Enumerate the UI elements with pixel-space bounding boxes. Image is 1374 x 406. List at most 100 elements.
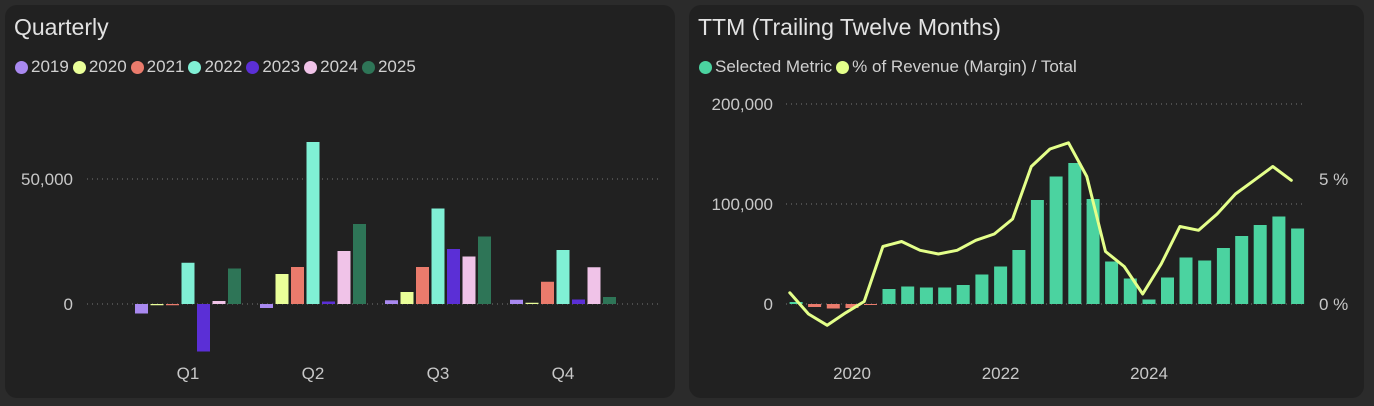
bar-2019-q4	[510, 299, 523, 304]
bar-ttm-2021-07-01	[956, 285, 970, 304]
bar-2022-q3	[431, 208, 445, 304]
bar-2024-q2	[337, 251, 351, 304]
bar-2019-q1	[135, 304, 148, 314]
bar-2020-q2	[275, 274, 289, 304]
legend-swatch	[304, 60, 318, 74]
bar-2019-q3	[385, 300, 398, 304]
legend-item-2019[interactable]: 2019	[15, 57, 69, 77]
legend-swatch	[72, 60, 86, 74]
legend-item-2025[interactable]: 2025	[361, 57, 416, 77]
x-tick-label: 2024	[1130, 364, 1168, 383]
quarterly-chart: 0 50,000 Q1 Q2 Q3 Q4	[21, 142, 660, 383]
bar-ttm-2020-04-01	[863, 304, 877, 305]
bar-ttm-2024-07-01	[1179, 257, 1193, 304]
legend-item-selected-metric[interactable]: Selected Metric	[699, 57, 832, 77]
y-tick-label-left: 100,000	[712, 195, 773, 214]
legend-swatch	[361, 60, 375, 74]
legend-label: 2022	[204, 57, 243, 76]
bar-ttm-2022-10-01	[1049, 176, 1063, 304]
x-tick-label: Q1	[177, 364, 200, 383]
x-tick-label: 2020	[833, 364, 871, 383]
legend-swatch	[246, 60, 260, 74]
bar-ttm-2019-04-01	[789, 302, 803, 304]
bar-2025-q1	[228, 268, 241, 304]
bar-ttm-2019-10-01	[826, 304, 840, 309]
x-tick-label: Q2	[302, 364, 325, 383]
legend-swatch	[15, 60, 28, 74]
bar-2025-q2	[353, 224, 366, 304]
legend-label: 2024	[320, 57, 358, 76]
legend-item-of-revenue-margin-total[interactable]: % of Revenue (Margin) / Total	[836, 57, 1077, 77]
ttm-legend: Selected Metric % of Revenue (Margin) / T…	[699, 57, 1081, 77]
ttm-chart: 0 100,000 200,000 0 % 5 % 2020 2022 2024	[712, 95, 1349, 383]
bar-2023-q1	[197, 304, 210, 352]
margin-line	[788, 141, 1293, 327]
bar-2023-q3	[447, 249, 460, 304]
legend-item-2024[interactable]: 2024	[304, 57, 358, 77]
bar-ttm-2021-10-01	[975, 274, 989, 304]
bar-ttm-2023-10-01	[1123, 278, 1137, 304]
bar-2020-q4	[525, 302, 539, 304]
bar-ttm-2022-04-01	[1012, 250, 1026, 304]
legend-item-2022[interactable]: 2022	[188, 57, 242, 77]
legend-label: 2020	[88, 57, 127, 76]
legend-item-2023[interactable]: 2023	[246, 57, 300, 77]
bar-2020-q3	[400, 292, 414, 304]
bar-2023-q2	[322, 301, 335, 304]
bar-2022-q2	[306, 142, 320, 304]
legend-item-2021[interactable]: 2021	[130, 57, 185, 77]
bar-2022-q4	[556, 250, 570, 304]
bar-ttm-2025-07-01	[1253, 225, 1267, 304]
y-tick-label: 50,000	[21, 170, 73, 189]
quarterly-title: Quarterly	[14, 14, 109, 40]
bar-ttm-2021-04-01	[938, 287, 952, 304]
bar-ttm-2024-10-01	[1198, 260, 1212, 304]
legend-label: 2025	[377, 57, 416, 76]
bar-ttm-2020-10-01	[901, 286, 915, 304]
legend-label: Selected Metric	[715, 57, 833, 76]
legend-label: 2023	[262, 57, 301, 76]
bar-2024-q1	[212, 301, 226, 304]
bar-2024-q4	[587, 267, 601, 304]
bar-ttm-2020-01-01	[845, 304, 859, 308]
y-tick-label-left: 0	[764, 295, 773, 314]
bar-ttm-2023-07-01	[1105, 261, 1119, 304]
bar-2019-q2	[260, 304, 273, 308]
x-tick-label: Q4	[552, 364, 575, 383]
bar-2021-q1	[166, 304, 179, 306]
bar-2021-q2	[291, 267, 304, 304]
y-tick-label-left: 200,000	[712, 95, 773, 114]
bar-ttm-2023-04-01	[1086, 199, 1100, 304]
quarterly-legend: 2019 2020 2021 2022 2023 2024 2025	[15, 57, 420, 77]
bar-ttm-2022-07-01	[1030, 200, 1044, 304]
bar-ttm-2021-01-01	[919, 287, 933, 304]
bar-ttm-2025-01-01	[1216, 248, 1230, 304]
bar-2025-q4	[603, 297, 616, 304]
bar-2020-q1	[150, 304, 164, 306]
bar-ttm-2022-01-01	[994, 266, 1008, 304]
ttm-panel: TTM (Trailing Twelve Months) Selected Me…	[689, 5, 1364, 398]
legend-swatch	[130, 60, 144, 74]
bar-ttm-2025-10-01	[1272, 216, 1286, 304]
legend-label: 2019	[31, 57, 69, 76]
legend-swatch	[699, 60, 712, 74]
quarterly-panel: Quarterly 2019 2020 2021 2022 2023 2024 2025 0…	[5, 5, 675, 398]
legend-label: 2021	[146, 57, 185, 76]
bar-2021-q3	[416, 267, 429, 304]
x-tick-label: 2022	[982, 364, 1020, 383]
legend-swatch	[188, 60, 202, 74]
bar-2025-q3	[478, 236, 491, 304]
bar-ttm-2026-01-01	[1291, 228, 1305, 304]
bar-ttm-2019-07-01	[808, 304, 822, 307]
x-tick-label: Q3	[427, 364, 450, 383]
bar-ttm-2024-04-01	[1160, 277, 1174, 304]
bar-ttm-2024-01-01	[1142, 299, 1156, 304]
bar-2022-q1	[181, 262, 195, 304]
legend-swatch	[836, 60, 850, 74]
legend-item-2020[interactable]: 2020	[72, 57, 127, 77]
y-tick-label-right: 0 %	[1319, 295, 1348, 314]
bar-ttm-2025-04-01	[1235, 236, 1249, 304]
bar-ttm-2023-01-01	[1068, 163, 1082, 304]
bar-2021-q4	[541, 281, 554, 304]
y-tick-label: 0	[64, 295, 73, 314]
